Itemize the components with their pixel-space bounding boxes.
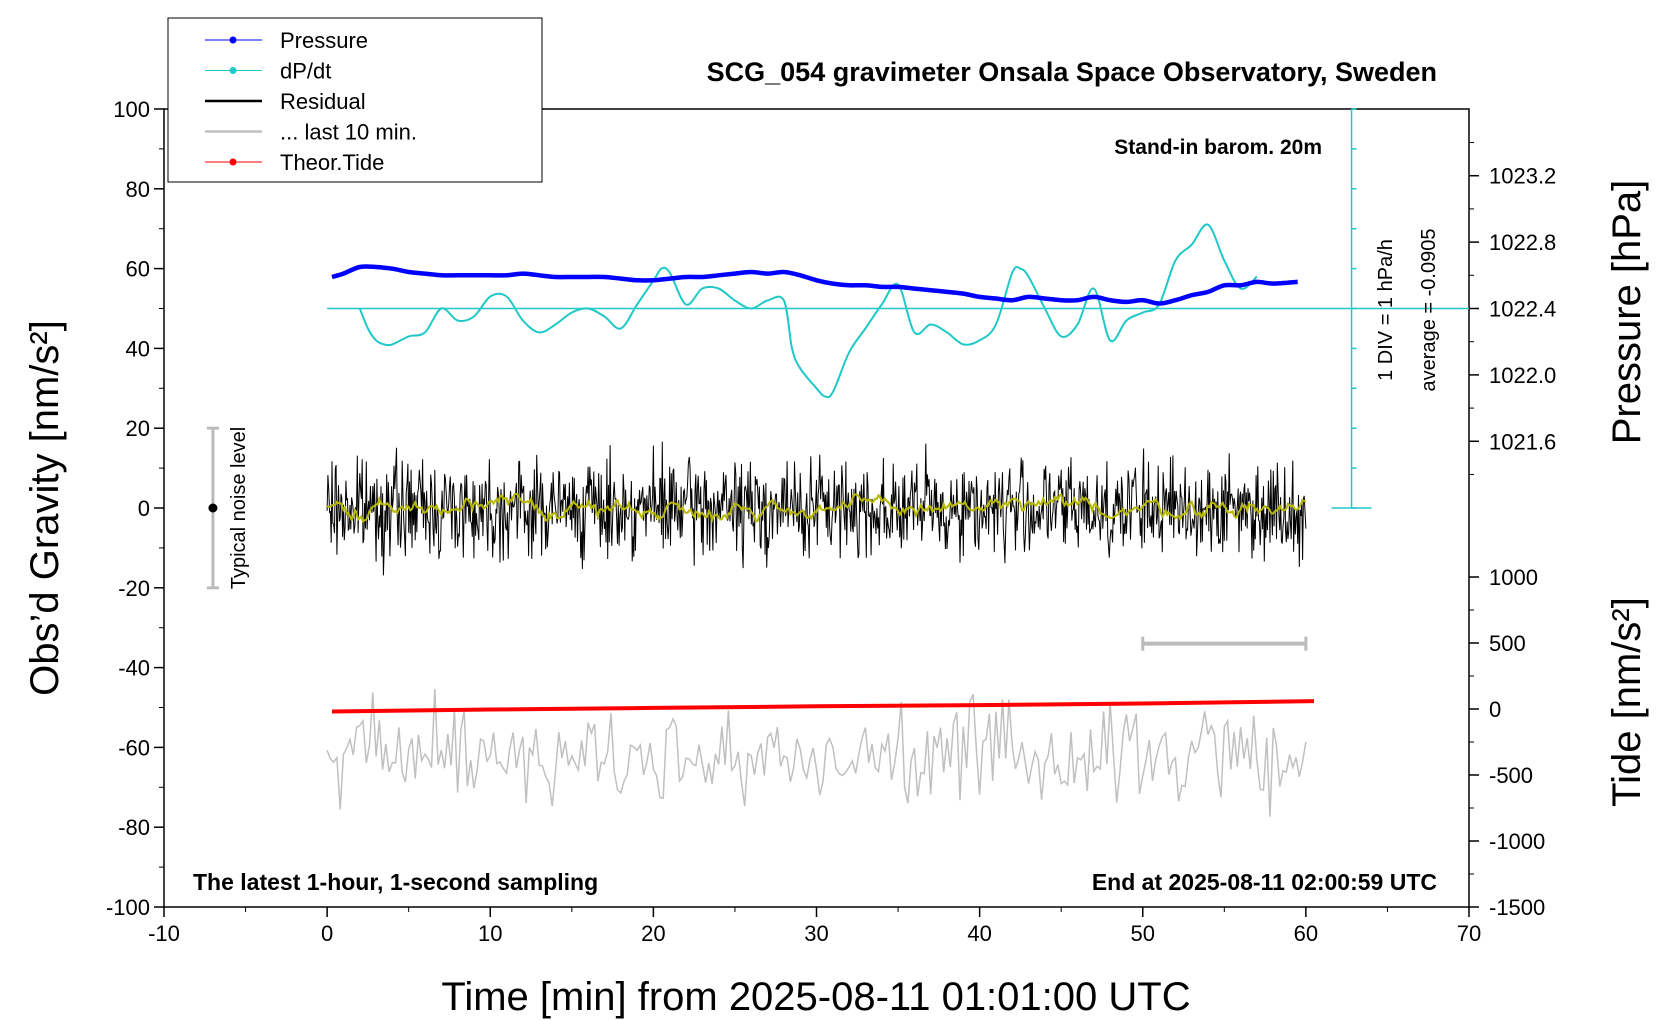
tide-tick-label: -500 bbox=[1489, 763, 1533, 788]
pressure-tick-label: 1023.2 bbox=[1489, 164, 1556, 189]
pressure-tick-label: 1022.4 bbox=[1489, 297, 1556, 322]
noise-level-annotation: Typical noise level bbox=[228, 427, 250, 589]
pressure-axis-ticks: 1021.6 1022.0 1022.4 1022.8 1023.2 bbox=[1469, 142, 1556, 475]
pressure-axis-label: Pressure [hPa] bbox=[1605, 180, 1649, 445]
tide-axis-ticks: -1500 -1000 -500 0 500 1000 bbox=[1469, 565, 1545, 920]
div-scale-annotation: 1 DIV = 1 hPa/h bbox=[1375, 239, 1397, 381]
last-10-min-bar bbox=[1141, 636, 1308, 651]
latest-annotation: The latest 1-hour, 1-second sampling bbox=[193, 869, 598, 895]
average-annotation: average = -0.0905 bbox=[1418, 229, 1440, 392]
y-tick-label: -100 bbox=[106, 895, 150, 920]
legend-label: Pressure bbox=[280, 28, 368, 53]
x-tick-label: 30 bbox=[804, 921, 828, 946]
noise-level-bar bbox=[206, 426, 219, 590]
x-tick-label: 20 bbox=[641, 921, 665, 946]
barometer-annotation: Stand-in barom. 20m bbox=[1114, 136, 1322, 159]
legend-label: ... last 10 min. bbox=[280, 120, 417, 145]
x-tick-label: 70 bbox=[1457, 921, 1481, 946]
legend-label: Residual bbox=[280, 89, 366, 114]
tide-tick-label: -1000 bbox=[1489, 829, 1545, 854]
chart-title: SCG_054 gravimeter Onsala Space Observat… bbox=[707, 57, 1437, 87]
pressure-tick-label: 1022.8 bbox=[1489, 230, 1556, 255]
tide-tick-label: 1000 bbox=[1489, 565, 1538, 590]
theor-tide-series-line bbox=[331, 699, 1315, 714]
y-tick-label: 60 bbox=[126, 257, 150, 282]
last-10-min-series-line bbox=[326, 689, 1307, 817]
y-tick-label: 20 bbox=[126, 416, 150, 441]
y-axis-ticks: -100 -80 -60 -40 -20 0 20 40 60 80 100 bbox=[106, 97, 164, 920]
end-time-annotation: End at 2025-08-11 02:00:59 UTC bbox=[1092, 869, 1437, 895]
legend-label: dP/dt bbox=[280, 59, 331, 84]
smoothed-residual-series-line bbox=[326, 492, 1307, 523]
y-tick-label: -40 bbox=[118, 656, 150, 681]
tide-tick-label: -1500 bbox=[1489, 895, 1545, 920]
dpdt-series-line bbox=[358, 223, 1258, 399]
pressure-tick-label: 1022.0 bbox=[1489, 363, 1556, 388]
residual-series-line bbox=[326, 441, 1307, 576]
tide-tick-label: 500 bbox=[1489, 631, 1526, 656]
x-tick-label: 50 bbox=[1131, 921, 1155, 946]
noise-bar-center-dot bbox=[208, 503, 218, 513]
x-axis-ticks: -10 0 10 20 30 40 50 60 70 bbox=[148, 907, 1481, 946]
legend-label: Theor.Tide bbox=[280, 150, 384, 175]
y-tick-label: 0 bbox=[138, 496, 150, 521]
tide-axis-label: Tide [nm/s²] bbox=[1605, 597, 1649, 807]
legend: Pressure dP/dt Residual ... last 10 min. The… bbox=[167, 17, 543, 183]
y-tick-label: -60 bbox=[118, 735, 150, 760]
pressure-series-line bbox=[331, 264, 1298, 306]
left-axis-label: Obs’d Gravity [nm/s²] bbox=[23, 320, 67, 696]
y-tick-label: 40 bbox=[126, 336, 150, 361]
x-axis-label: Time [min] from 2025-08-11 01:01:00 UTC bbox=[441, 975, 1190, 1019]
y-tick-label: 80 bbox=[126, 177, 150, 202]
pressure-tick-label: 1021.6 bbox=[1489, 429, 1556, 454]
legend-swatch-marker bbox=[229, 158, 237, 166]
x-tick-label: 40 bbox=[967, 921, 991, 946]
y-tick-label: -20 bbox=[118, 576, 150, 601]
legend-swatch-marker bbox=[229, 67, 237, 74]
legend-swatch-marker bbox=[229, 36, 237, 44]
x-tick-label: 0 bbox=[321, 921, 333, 946]
y-tick-label: 100 bbox=[113, 97, 150, 122]
tide-tick-label: 0 bbox=[1489, 697, 1501, 722]
x-tick-label: -10 bbox=[148, 921, 180, 946]
y-tick-label: -80 bbox=[118, 815, 150, 840]
x-tick-label: 60 bbox=[1294, 921, 1318, 946]
x-tick-label: 10 bbox=[478, 921, 502, 946]
